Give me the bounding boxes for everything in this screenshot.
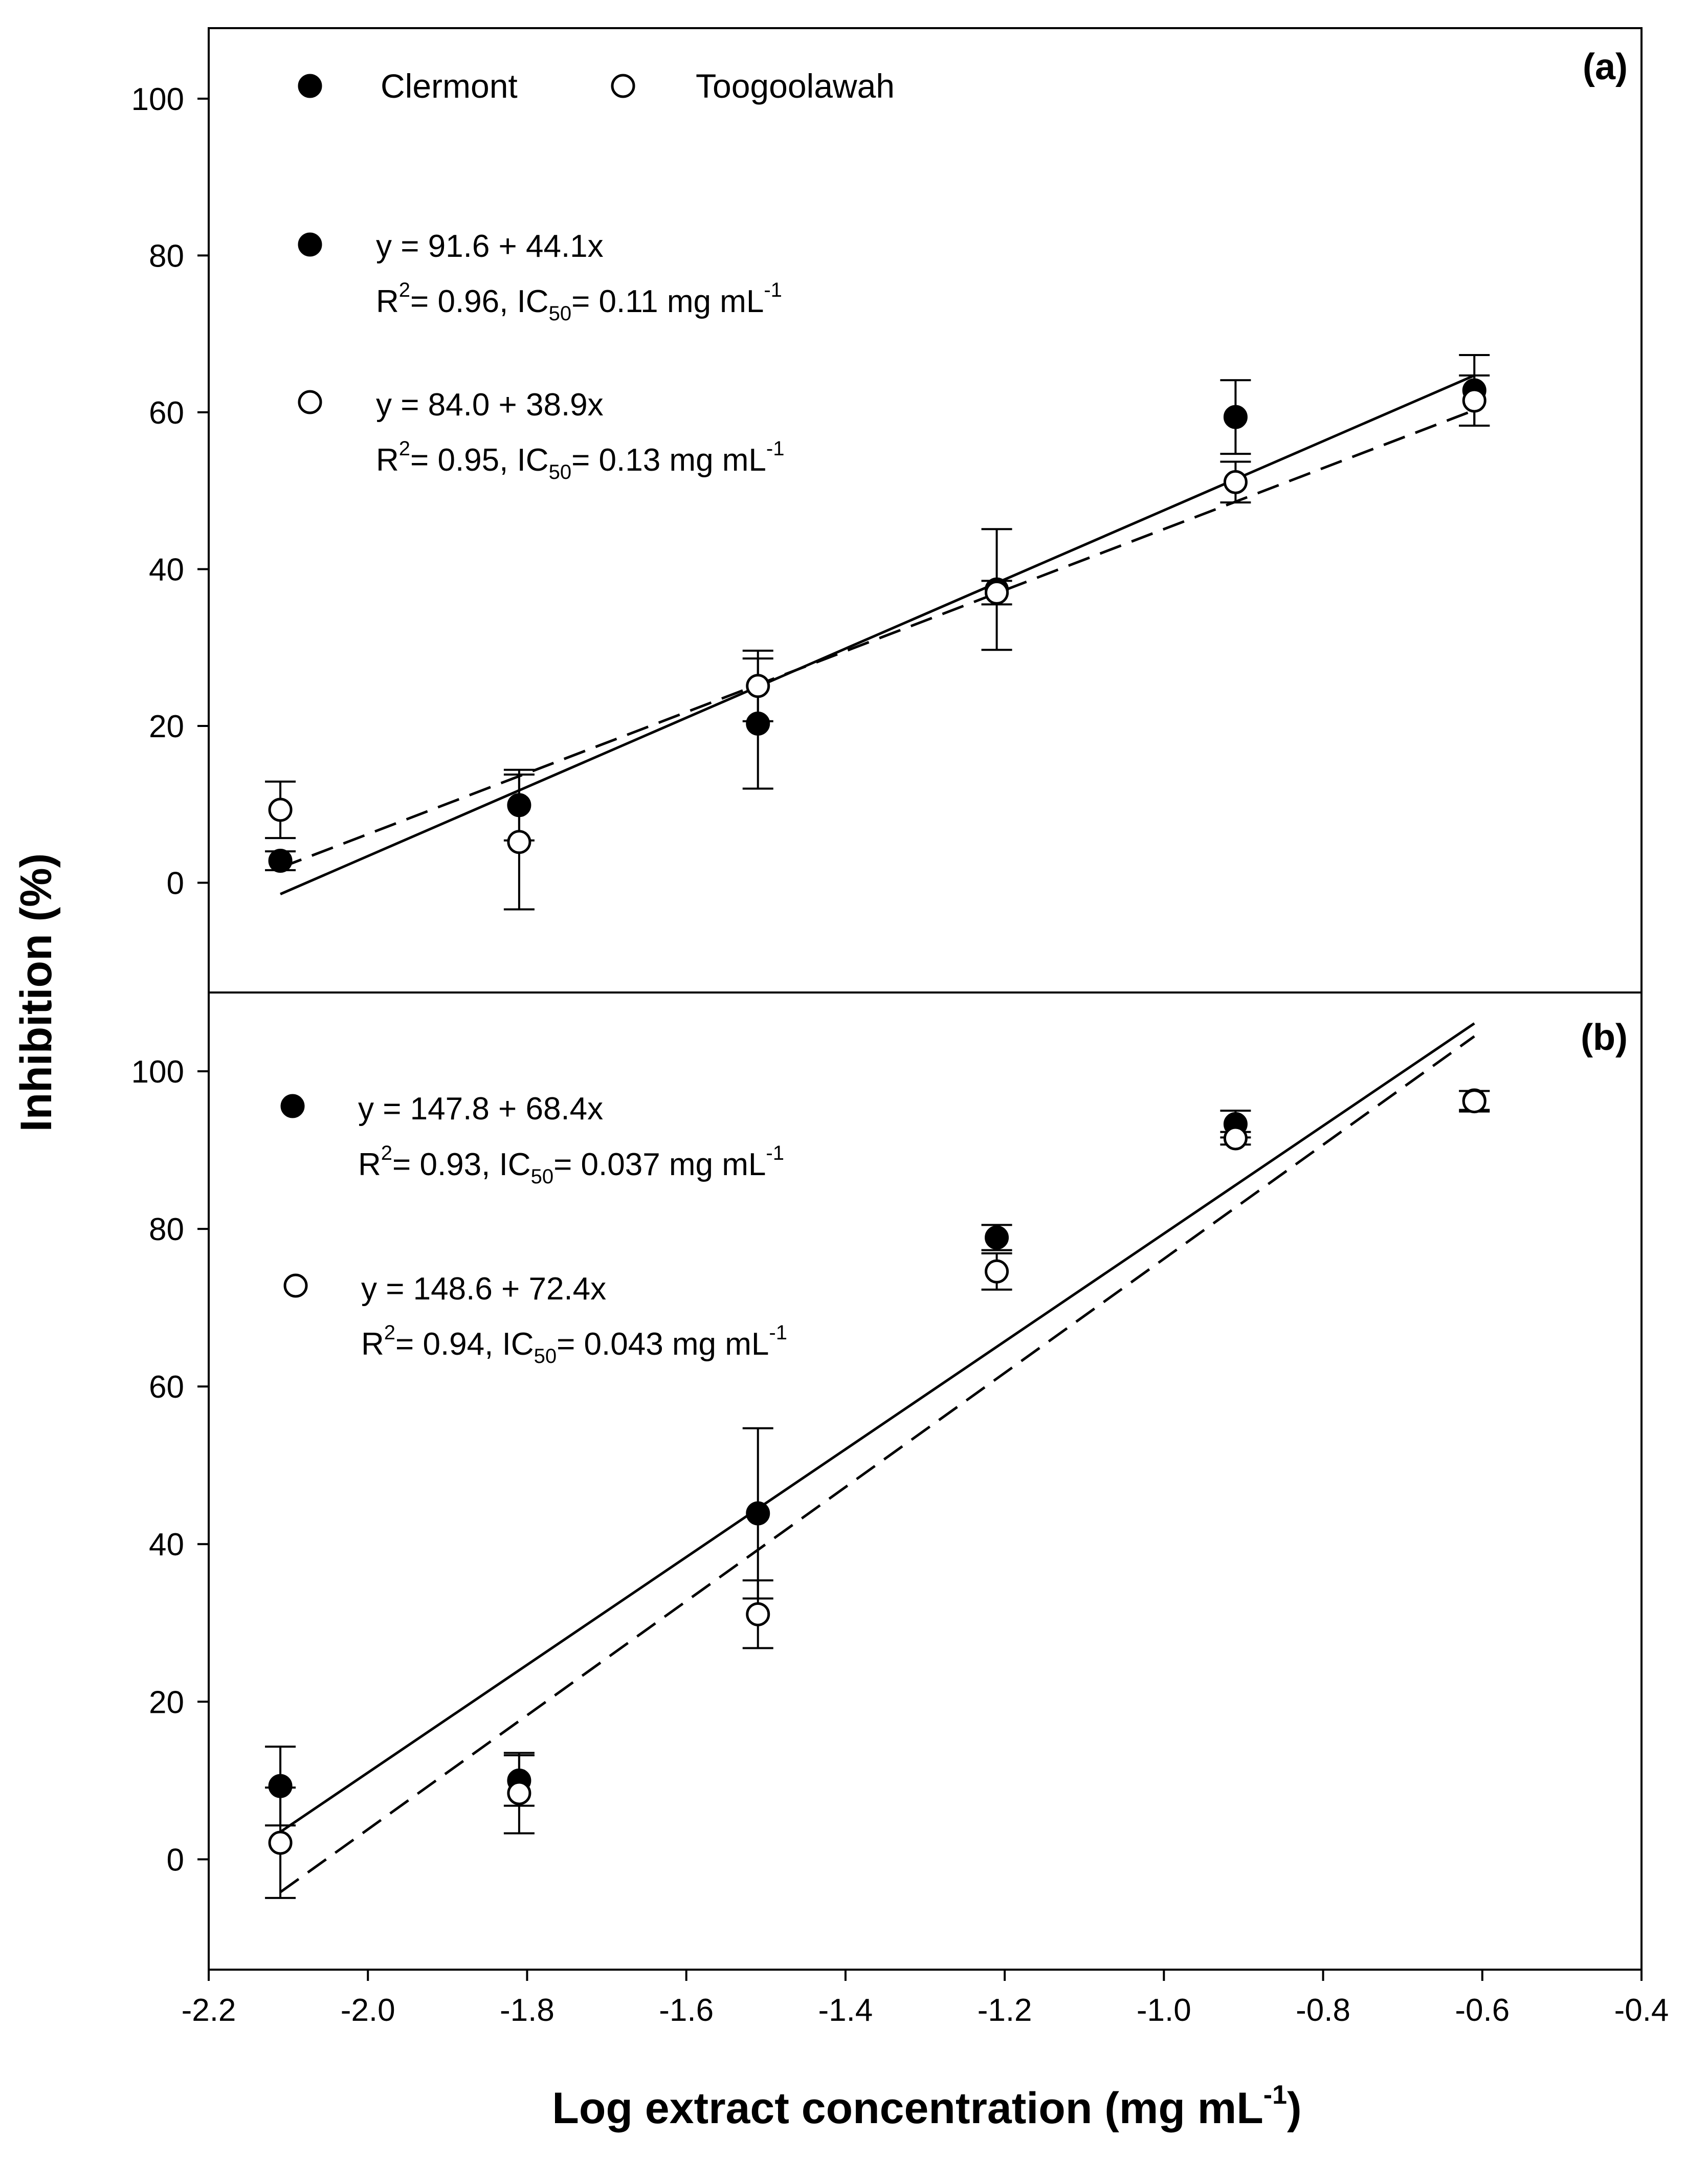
point-b-toogoolawah-3 <box>985 1259 1009 1284</box>
point-a-clermont-4 <box>1223 405 1248 429</box>
data-points-layer <box>268 378 1487 1855</box>
eq-b-clermont-marker <box>280 1094 305 1118</box>
eq-b-clermont-ic: = 0.037 mg mL <box>553 1147 766 1182</box>
eq-b-clermont-line2: R2= 0.93, IC50= 0.037 mg mL-1 <box>358 1142 784 1188</box>
point-a-toogoolawah-1 <box>507 830 531 854</box>
eq-a-clermont-line1: y = 91.6 + 44.1x <box>376 229 604 264</box>
y-tick-label-b-40: 40 <box>149 1527 184 1562</box>
eq-b-toogoolawah-r: R <box>361 1327 384 1362</box>
eq-b-toogoolawah-marker <box>283 1273 308 1298</box>
x-axis-title-sup: -1 <box>1263 2080 1287 2110</box>
point-b-toogoolawah-5 <box>1462 1089 1487 1114</box>
y-tick-label-a-100: 100 <box>131 82 184 117</box>
y-tick-label-b-0: 0 <box>167 1842 184 1878</box>
eq-a-clermont-ic-sub: 50 <box>549 302 572 325</box>
eq-b-toogoolawah-ic: = 0.043 mg mL <box>557 1327 769 1362</box>
point-b-clermont-3 <box>985 1225 1009 1250</box>
y-axis-title: Inhibition (%) <box>12 853 61 1132</box>
eq-b-toogoolawah-ic-sub: 50 <box>534 1345 557 1367</box>
eq-b-toogoolawah-r2: = 0.94, IC <box>395 1327 534 1362</box>
panel-b-label: (b) <box>1581 1017 1628 1058</box>
point-b-clermont-0 <box>268 1774 293 1798</box>
eq-a-toogoolawah-ic: = 0.13 mg mL <box>571 443 766 478</box>
point-b-toogoolawah-4 <box>1223 1126 1248 1151</box>
y-tick-label-a-80: 80 <box>149 238 184 274</box>
x-tick-label-3: -1.6 <box>659 1993 714 2028</box>
point-a-clermont-2 <box>746 711 770 736</box>
eq-b-toogoolawah-r-sup: 2 <box>384 1321 395 1344</box>
x-tick-label-0: -2.2 <box>182 1993 236 2028</box>
point-a-clermont-0 <box>268 849 293 873</box>
legend-toogoolawah-marker <box>611 74 635 98</box>
x-axis-title-close: ) <box>1287 2084 1302 2133</box>
panel-a-frame <box>208 27 1643 994</box>
eq-b-clermont-r2: = 0.93, IC <box>392 1147 531 1182</box>
point-b-toogoolawah-0 <box>268 1830 293 1855</box>
eq-a-toogoolawah-r2: = 0.95, IC <box>410 443 549 478</box>
fit-line-a-toogoolawah <box>280 409 1475 869</box>
y-tick-label-a-60: 60 <box>149 395 184 431</box>
x-tick-label-5: -1.2 <box>978 1993 1032 2028</box>
fit-line-b-clermont <box>279 1022 1475 1833</box>
x-axis-title-main: Log extract concentration (mg mL <box>552 2084 1263 2133</box>
eq-a-toogoolawah-line2: R2= 0.95, IC50= 0.13 mg mL-1 <box>376 437 784 483</box>
ticks-layer: 0 20 40 60 80 100 0 20 40 60 80 100 -2.2 -2.0 -1.8 -1.6… <box>131 82 1669 2028</box>
fit-lines-layer <box>279 374 1475 1893</box>
y-tick-label-a-20: 20 <box>149 709 184 744</box>
panel-a-label: (a) <box>1583 47 1628 87</box>
eq-b-toogoolawah-line2: R2= 0.94, IC50= 0.043 mg mL-1 <box>361 1321 787 1367</box>
y-tick-label-b-80: 80 <box>149 1212 184 1247</box>
x-tick-label-8: -0.6 <box>1455 1993 1510 2028</box>
fit-line-b-toogoolawah <box>279 1035 1475 1893</box>
eq-a-clermont-r-sup: 2 <box>399 279 410 301</box>
y-tick-label-b-60: 60 <box>149 1370 184 1405</box>
fit-line-a-clermont <box>280 374 1475 895</box>
point-a-toogoolawah-2 <box>746 674 770 698</box>
eq-a-clermont-ic: = 0.11 mg mL <box>571 284 764 319</box>
point-b-toogoolawah-2 <box>746 1602 770 1626</box>
legend-clermont-label: Clermont <box>381 67 518 105</box>
eq-a-clermont-r2: = 0.96, IC <box>410 284 549 319</box>
legend-clermont-marker <box>298 74 322 98</box>
y-tick-label-a-40: 40 <box>149 552 184 587</box>
eq-b-toogoolawah-line1: y = 148.6 + 72.4x <box>361 1271 606 1307</box>
x-tick-label-2: -1.8 <box>500 1993 554 2028</box>
y-tick-label-b-100: 100 <box>131 1054 184 1090</box>
eq-b-clermont-line1: y = 147.8 + 68.4x <box>358 1091 603 1127</box>
eq-a-toogoolawah-r: R <box>376 443 399 478</box>
point-b-clermont-2 <box>746 1501 770 1526</box>
x-tick-label-1: -2.0 <box>341 1993 395 2028</box>
eq-b-clermont-ic-sub: 50 <box>531 1165 554 1188</box>
eq-a-toogoolawah-line1: y = 84.0 + 38.9x <box>376 387 604 423</box>
eq-a-clermont-r: R <box>376 284 399 319</box>
point-a-toogoolawah-4 <box>1223 470 1248 494</box>
x-tick-label-4: -1.4 <box>818 1993 873 2028</box>
point-a-toogoolawah-0 <box>268 798 293 822</box>
legend-toogoolawah-label: Toogoolawah <box>696 67 895 105</box>
eq-b-clermont-unit-sup: -1 <box>766 1142 784 1164</box>
panel-b-frame <box>208 991 1643 1971</box>
eq-a-toogoolawah-marker <box>298 390 322 414</box>
eq-a-toogoolawah-ic-sub: 50 <box>549 461 572 483</box>
eq-a-clermont-line2: R2= 0.96, IC50= 0.11 mg mL-1 <box>376 279 782 325</box>
x-tick-label-7: -0.8 <box>1296 1993 1350 2028</box>
x-axis-title: Log extract concentration (mg mL-1) <box>552 2080 1301 2133</box>
point-a-toogoolawah-3 <box>985 580 1009 605</box>
point-b-toogoolawah-1 <box>507 1781 531 1805</box>
eq-b-toogoolawah-unit-sup: -1 <box>769 1321 787 1344</box>
eq-a-clermont-marker <box>298 232 322 257</box>
eq-b-clermont-r: R <box>358 1147 381 1182</box>
point-a-clermont-1 <box>507 793 531 818</box>
x-tick-label-6: -1.0 <box>1137 1993 1191 2028</box>
point-a-toogoolawah-5 <box>1462 388 1487 413</box>
x-tick-label-9: -0.4 <box>1614 1993 1669 2028</box>
eq-a-toogoolawah-r-sup: 2 <box>399 437 410 460</box>
eq-a-clermont-unit-sup: -1 <box>764 279 782 301</box>
eq-b-clermont-r-sup: 2 <box>381 1142 392 1164</box>
y-tick-label-b-20: 20 <box>149 1685 184 1720</box>
y-tick-label-a-0: 0 <box>167 866 184 901</box>
eq-a-toogoolawah-unit-sup: -1 <box>766 437 785 460</box>
